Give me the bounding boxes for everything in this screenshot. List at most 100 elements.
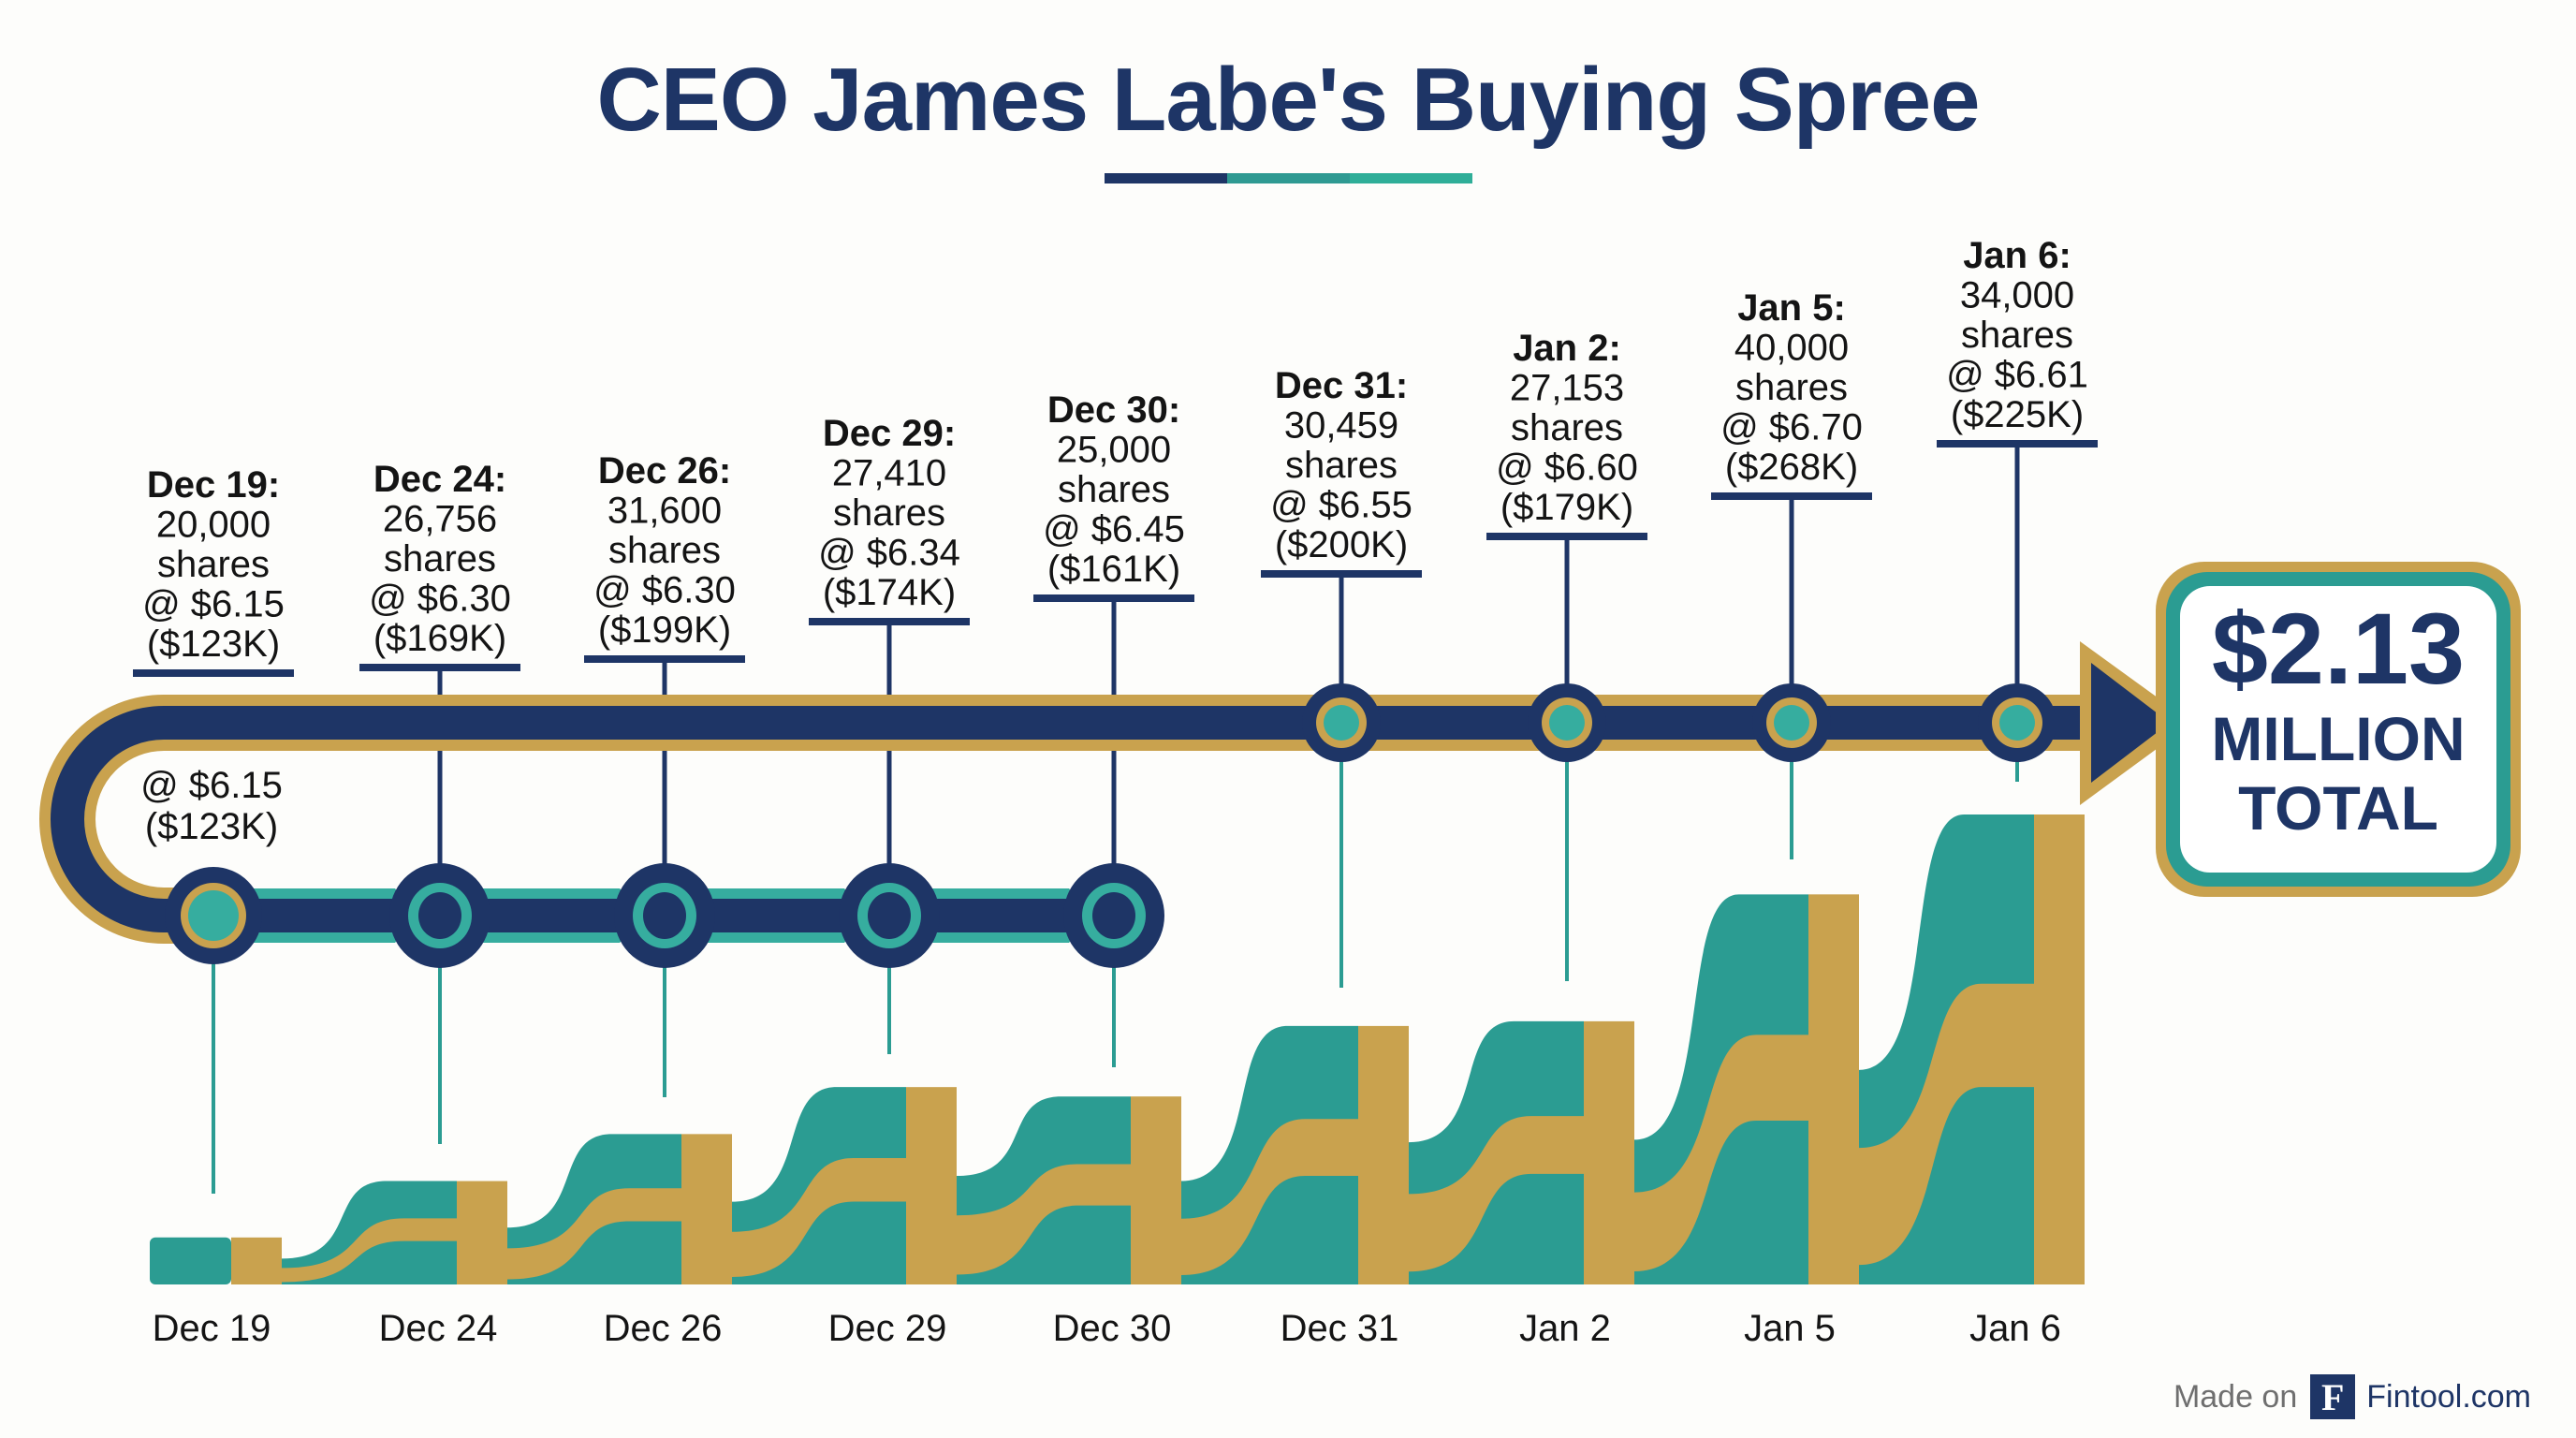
- annotation-value: ($225K): [1951, 394, 2084, 435]
- annotation-bar-dec-30: [1033, 594, 1194, 602]
- node-icon-jan-6: [1999, 705, 2035, 741]
- x-tick-label: Dec 19: [153, 1308, 271, 1349]
- gold-bar-dec-24: [457, 1181, 507, 1284]
- gold-bar-dec-29: [906, 1087, 957, 1284]
- fintool-logo-icon: F: [2310, 1374, 2356, 1419]
- x-tick-label: Dec 29: [828, 1308, 947, 1349]
- annotation-shares: 25,000: [1057, 430, 1171, 471]
- annotation-price: @ $6.45: [1043, 509, 1185, 550]
- annotation-shares: 34,000: [1960, 275, 2074, 316]
- annotation-label: Dec 29:: [823, 413, 956, 454]
- area-ribbon-jan-5: [1634, 1034, 1808, 1271]
- node-icon-dec-29: [868, 892, 911, 939]
- annotation-shares-word: shares: [384, 538, 496, 580]
- gold-bar-jan-5: [1808, 894, 1859, 1284]
- annotation-label: Jan 5:: [1737, 287, 1846, 329]
- annotation-value: ($169K): [373, 618, 506, 659]
- timeline-track: [39, 641, 2192, 946]
- track-navy-core: [51, 706, 2087, 932]
- annotation-label: Dec 26:: [598, 450, 731, 492]
- area-ribbon-dec-29: [732, 1158, 906, 1277]
- total-box-inner: [2180, 586, 2496, 873]
- annotation-price: @ $6.55: [1270, 485, 1412, 526]
- annotation-shares: 40,000: [1734, 328, 1849, 369]
- area-ribbon-dec-24: [282, 1218, 457, 1283]
- annotation-bar-dec-26: [584, 655, 745, 663]
- annotation-shares-word: shares: [1735, 367, 1848, 408]
- annotation-price: @ $6.61: [1946, 355, 2088, 396]
- gold-bar-dec-26: [681, 1134, 732, 1284]
- loop-annotation-value: ($123K): [145, 806, 278, 847]
- x-tick-label: Jan 5: [1744, 1308, 1836, 1349]
- lower-track-core-3: [702, 899, 852, 932]
- node-icon-dec-19: [188, 890, 239, 941]
- annotation-label: Jan 6:: [1963, 235, 2071, 276]
- annotation-shares-word: shares: [833, 492, 945, 534]
- gold-bar-dec-19: [231, 1237, 282, 1284]
- underline-segment-navy: [1105, 173, 1227, 183]
- timeline-nodes: [165, 683, 2056, 968]
- annotation-label: Dec 31:: [1275, 365, 1408, 406]
- annotation-shares-word: shares: [157, 544, 270, 585]
- annotation-shares: 27,410: [832, 453, 946, 494]
- x-tick-label: Dec 31: [1281, 1308, 1399, 1349]
- gold-bar-dec-31: [1358, 1025, 1409, 1284]
- annotation-value: ($199K): [598, 609, 731, 651]
- node-icon-dec-31: [1324, 705, 1359, 741]
- loop-annotation-price: @ $6.15: [140, 765, 283, 806]
- gold-bar-jan-6: [2034, 814, 2085, 1284]
- annotation-bar-dec-29: [809, 618, 970, 625]
- x-tick-label: Dec 26: [604, 1308, 723, 1349]
- area-ribbon-jan-2: [1409, 1116, 1584, 1272]
- node-icon-dec-24: [418, 892, 461, 939]
- node-icon-jan-5: [1774, 705, 1809, 741]
- annotation-price: @ $6.34: [818, 533, 960, 574]
- annotation-shares: 26,756: [383, 499, 497, 540]
- area-chart: [150, 814, 2085, 1284]
- area-block-dec-19: [150, 1237, 231, 1284]
- annotation-price: @ $6.60: [1496, 448, 1638, 489]
- annotation-shares-word: shares: [1285, 445, 1398, 486]
- annotation-value: ($161K): [1047, 549, 1180, 590]
- annotation-price: @ $6.30: [369, 579, 511, 620]
- area-ribbon-dec-31: [1181, 1119, 1358, 1275]
- annotation-value: ($268K): [1725, 447, 1858, 488]
- lower-track-core-4: [927, 899, 1076, 932]
- node-icon-dec-26: [643, 892, 686, 939]
- total-amount: $2.13: [2212, 592, 2465, 705]
- node-icon-jan-2: [1549, 705, 1585, 741]
- made-on-text: Made on: [2173, 1378, 2298, 1415]
- annotation-value: ($174K): [823, 572, 956, 613]
- title-underline: [1105, 173, 1472, 183]
- area-ribbon-jan-6: [1859, 983, 2034, 1266]
- annotation-label: Dec 19:: [147, 464, 280, 506]
- underline-segment-teal: [1350, 173, 1472, 183]
- annotation-bar-jan-6: [1937, 440, 2098, 448]
- annotation-label: Dec 24:: [373, 459, 506, 500]
- annotation-value: ($179K): [1500, 487, 1633, 528]
- underline-segment-teal-dark: [1227, 173, 1350, 183]
- fintool-link[interactable]: Fintool.com: [2366, 1378, 2531, 1415]
- x-tick-label: Jan 6: [1969, 1308, 2061, 1349]
- annotation-label: Dec 30:: [1047, 389, 1180, 431]
- annotation-shares-word: shares: [1961, 315, 2073, 356]
- annotation-bar-dec-24: [359, 664, 520, 671]
- annotation-bar-dec-31: [1261, 570, 1422, 578]
- annotation-shares: 27,153: [1510, 368, 1624, 409]
- x-tick-label: Jan 2: [1519, 1308, 1611, 1349]
- area-ribbon-dec-30: [957, 1164, 1131, 1275]
- x-tick-label: Dec 24: [379, 1308, 498, 1349]
- annotation-bar-dec-19: [133, 669, 294, 677]
- x-axis: Dec 19 Dec 24 Dec 26 Dec 29 Dec 30 Dec 31 Jan …: [153, 1308, 2061, 1349]
